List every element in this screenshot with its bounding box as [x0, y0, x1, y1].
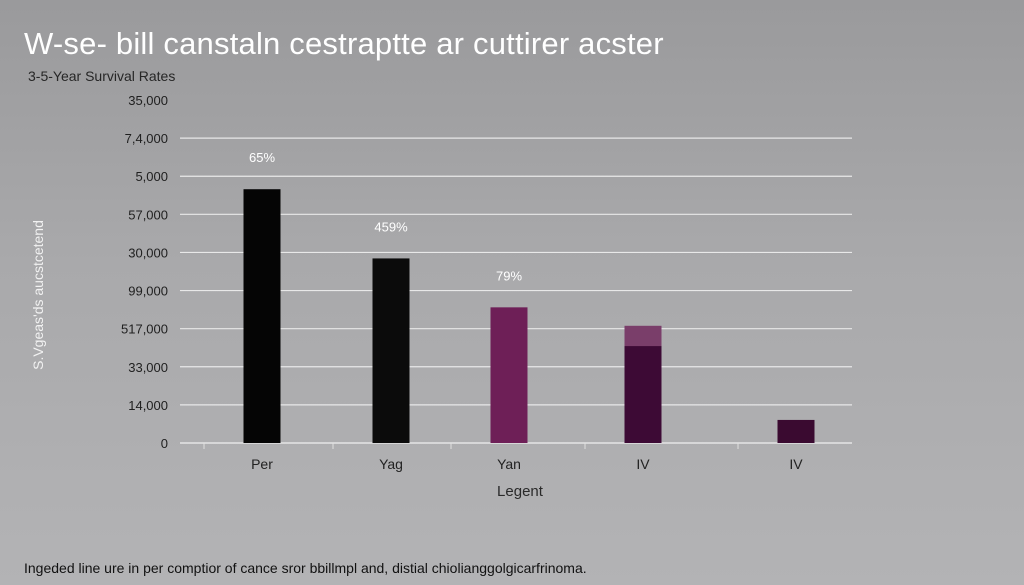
y-tick-labels: 0 14,000 33,000 517,000 99,000 30,000 57,000 5,… [121, 93, 168, 451]
y-tick-label: 57,000 [128, 207, 168, 222]
y-tick-label: 14,000 [128, 398, 168, 413]
bar-segment [624, 346, 662, 443]
data-label: 79% [496, 268, 522, 283]
data-labels: 65% 459% 79% [249, 150, 522, 283]
data-label: 65% [249, 150, 275, 165]
y-tick-label: 517,000 [121, 322, 168, 337]
bar [243, 189, 281, 443]
bar [490, 307, 528, 443]
bar [777, 419, 815, 443]
x-tick-labels: Per Yag Yan IV IV [203, 443, 803, 472]
x-tick-label: Per [251, 456, 273, 472]
bars [243, 189, 815, 443]
data-label: 459% [374, 219, 408, 234]
x-tick-label: IV [636, 456, 650, 472]
chart-title: W-se- bill canstaln cestraptte ar cuttir… [24, 26, 664, 61]
x-tick-label: IV [789, 456, 803, 472]
y-tick-label: 7,4,000 [125, 131, 168, 146]
y-tick-label: 30,000 [128, 245, 168, 260]
x-axis-label: Legent [497, 483, 544, 500]
y-tick-label: 99,000 [128, 284, 168, 299]
y-tick-label: 33,000 [128, 360, 168, 375]
y-tick-label: 0 [161, 436, 168, 451]
chart-subtitle: 3-5-Year Survival Rates [28, 68, 176, 84]
bar [372, 258, 410, 443]
x-tick-label: Yan [497, 456, 521, 472]
y-tick-label: 35,000 [128, 93, 168, 108]
x-tick-label: Yag [379, 456, 403, 472]
figure-caption: Ingeded line ure in per comptior of canc… [24, 560, 587, 576]
y-tick-label: 5,000 [135, 169, 168, 184]
